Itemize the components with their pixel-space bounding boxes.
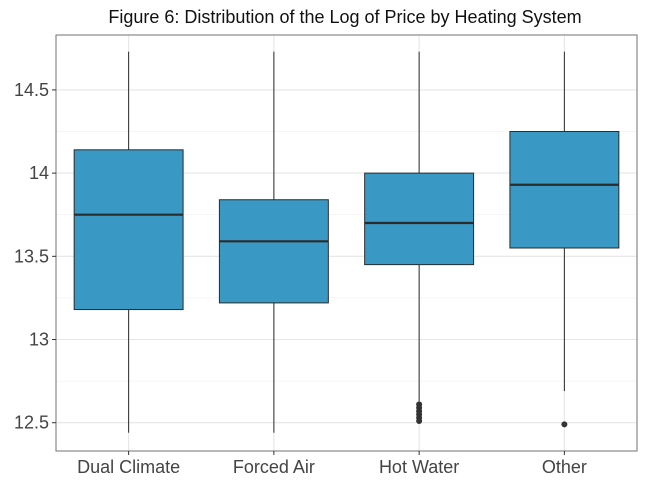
plot-panel-border: [55, 34, 638, 452]
y-tick-label: 13.5: [14, 246, 49, 266]
x-tick-label: Hot Water: [379, 457, 459, 477]
box-plot-series: [73, 51, 620, 433]
box-iqr: [73, 149, 184, 311]
y-tick-label: 14: [29, 163, 49, 183]
box-iqr: [218, 199, 329, 304]
axes: 12.5 13 13.5 14 14.5 Dual Climate Forced Air Ho…: [14, 80, 587, 477]
outlier-point: [416, 418, 423, 425]
outlier-point: [561, 421, 568, 428]
y-tick-label: 12.5: [14, 413, 49, 433]
x-tick-label: Dual Climate: [77, 457, 180, 477]
y-tick-label: 13: [29, 330, 49, 350]
box-forced-air: [218, 51, 329, 433]
x-tick-label: Forced Air: [233, 457, 315, 477]
chart-title: Figure 6: Distribution of the Log of Pri…: [108, 7, 582, 27]
box-dual-climate: [73, 51, 184, 433]
box-hot-water: [364, 51, 475, 425]
box-iqr: [509, 131, 620, 249]
x-tick-label: Other: [542, 457, 587, 477]
y-tick-label: 14.5: [14, 80, 49, 100]
box-iqr: [364, 172, 475, 266]
box-other: [509, 51, 620, 428]
